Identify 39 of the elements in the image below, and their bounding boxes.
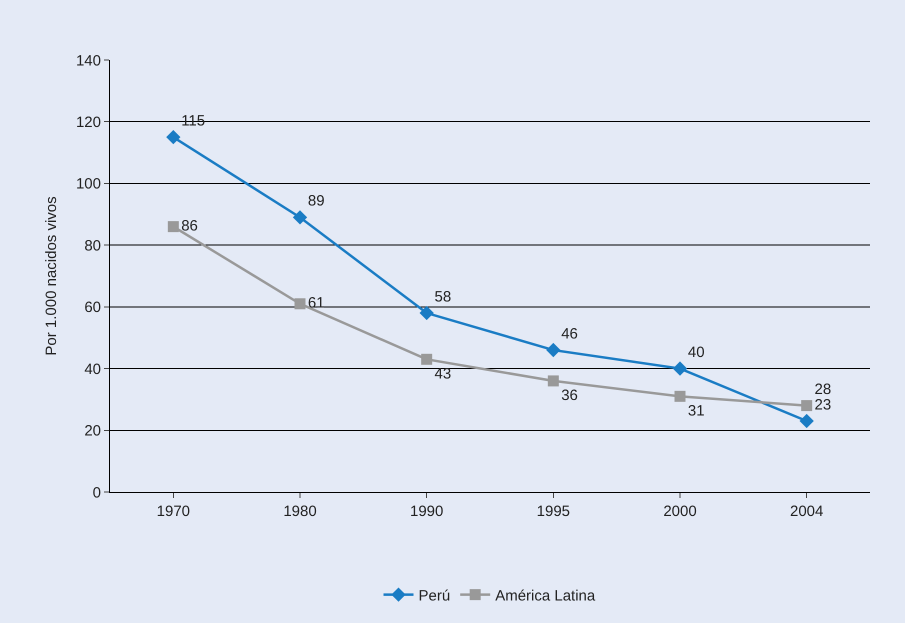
point bbox=[800, 414, 814, 428]
point bbox=[294, 298, 306, 310]
data-label: 46 bbox=[561, 325, 578, 342]
point bbox=[420, 306, 434, 320]
y-tick-label: 140 bbox=[76, 52, 101, 70]
data-label: 43 bbox=[434, 365, 452, 382]
y-tick-label: 80 bbox=[84, 237, 101, 254]
data-label: 40 bbox=[688, 344, 705, 361]
point bbox=[672, 361, 688, 376]
data-label: 36 bbox=[561, 387, 578, 404]
y-tick-label: 120 bbox=[76, 114, 101, 131]
data-label: 89 bbox=[308, 192, 325, 210]
x-tick-label: 1970 bbox=[156, 503, 190, 520]
point bbox=[421, 354, 432, 365]
y-tick-label: 60 bbox=[84, 299, 101, 316]
legend-label: Perú bbox=[418, 588, 450, 604]
data-label: 86 bbox=[181, 217, 198, 234]
data-label: 31 bbox=[688, 402, 705, 420]
x-tick-label: 1980 bbox=[283, 503, 317, 520]
y-axis-title: Por 1.000 nacidos vivos bbox=[43, 196, 60, 356]
point bbox=[801, 400, 812, 412]
point bbox=[292, 210, 308, 225]
x-tick-label: 2004 bbox=[790, 503, 824, 520]
point bbox=[674, 390, 686, 402]
y-tick-label: 0 bbox=[92, 484, 101, 502]
data-label: 58 bbox=[434, 288, 452, 306]
point bbox=[166, 130, 180, 144]
data-label: 23 bbox=[814, 396, 832, 414]
x-tick-label: 1995 bbox=[536, 503, 570, 520]
x-tick-label: 1990 bbox=[410, 503, 444, 520]
y-tick-label: 100 bbox=[76, 176, 101, 193]
data-label: 28 bbox=[814, 380, 832, 398]
legend-label: América Latina bbox=[495, 588, 596, 604]
point bbox=[168, 221, 179, 232]
x-tick-label: 2000 bbox=[663, 503, 697, 520]
point bbox=[546, 342, 560, 358]
y-tick-label: 20 bbox=[84, 422, 101, 440]
y-tick-label: 40 bbox=[84, 360, 101, 378]
point bbox=[548, 375, 559, 386]
